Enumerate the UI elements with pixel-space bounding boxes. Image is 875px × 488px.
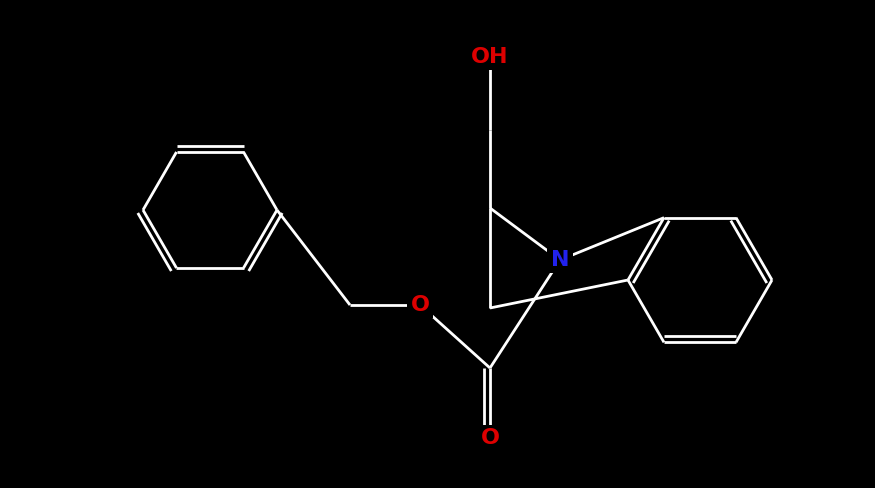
Text: O: O: [480, 428, 500, 448]
Text: OH: OH: [472, 47, 508, 67]
Text: O: O: [410, 295, 430, 315]
Text: N: N: [550, 250, 570, 270]
